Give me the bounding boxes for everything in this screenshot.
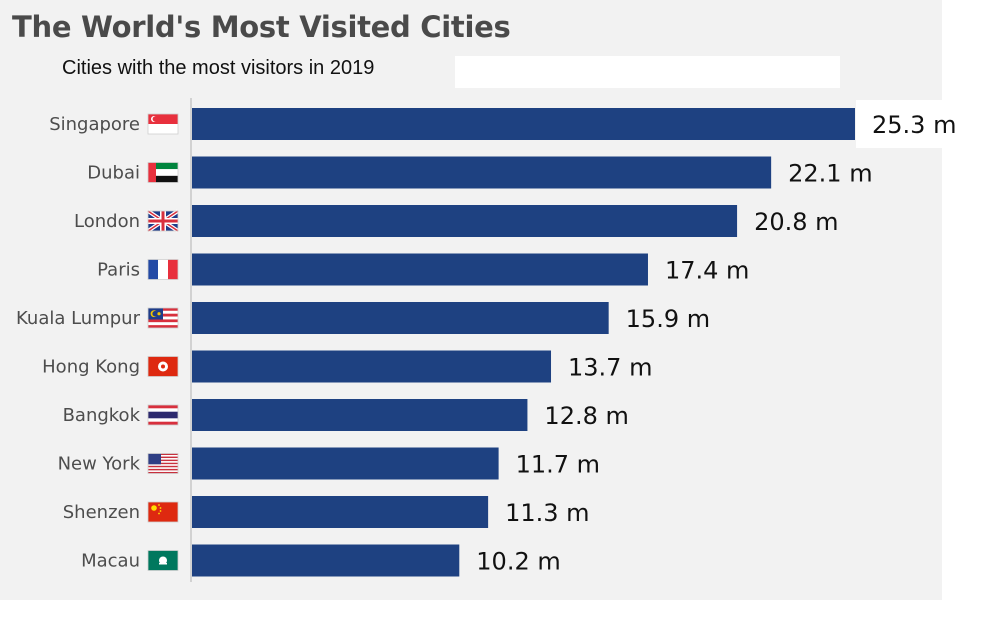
value-label: 20.8 m <box>754 208 838 236</box>
value-label: 22.1 m <box>788 160 872 188</box>
bar <box>192 205 738 237</box>
uk-flag-icon <box>146 209 180 233</box>
chart-title: The World's Most Visited Cities <box>12 10 511 44</box>
background-patch <box>455 56 840 88</box>
bar <box>192 253 648 286</box>
value-label: 15.9 m <box>626 305 710 333</box>
macau-flag-icon <box>147 550 179 571</box>
background-patch <box>0 600 981 617</box>
value-label: 10.2 m <box>476 548 560 576</box>
bar <box>192 496 489 528</box>
category-label: Hong Kong <box>42 357 140 378</box>
category-label: Shenzen <box>63 502 140 523</box>
category-label: Bangkok <box>63 405 141 426</box>
category-label: Kuala Lumpur <box>16 308 141 329</box>
category-label: Macau <box>81 551 140 572</box>
bar <box>192 156 772 189</box>
hong-kong-flag-icon <box>147 356 179 377</box>
category-label: Singapore <box>49 114 140 135</box>
bar <box>192 399 528 431</box>
france-flag-icon <box>147 259 179 280</box>
china-flag-icon <box>147 501 179 523</box>
value-label: 25.3 m <box>872 111 956 139</box>
value-label: 11.3 m <box>505 499 589 527</box>
bar <box>192 302 609 334</box>
value-label: 12.8 m <box>544 402 628 430</box>
bar <box>192 108 855 140</box>
singapore-flag-icon <box>147 113 179 135</box>
chart-subtitle: Cities with the most visitors in 2019 <box>62 57 375 79</box>
value-label: 11.7 m <box>516 451 600 479</box>
bar <box>192 447 499 480</box>
category-label: Paris <box>97 260 140 281</box>
thailand-flag-icon <box>147 404 179 426</box>
bar <box>192 350 552 383</box>
background-patch <box>856 100 981 148</box>
category-label: London <box>74 211 140 232</box>
bar <box>192 544 460 577</box>
category-label: New York <box>58 454 141 475</box>
usa-flag-icon <box>147 453 179 474</box>
value-label: 13.7 m <box>568 354 652 382</box>
malaysia-flag-icon <box>147 307 179 329</box>
category-label: Dubai <box>87 163 140 184</box>
value-label: 17.4 m <box>665 257 749 285</box>
uae-flag-icon <box>147 162 179 183</box>
